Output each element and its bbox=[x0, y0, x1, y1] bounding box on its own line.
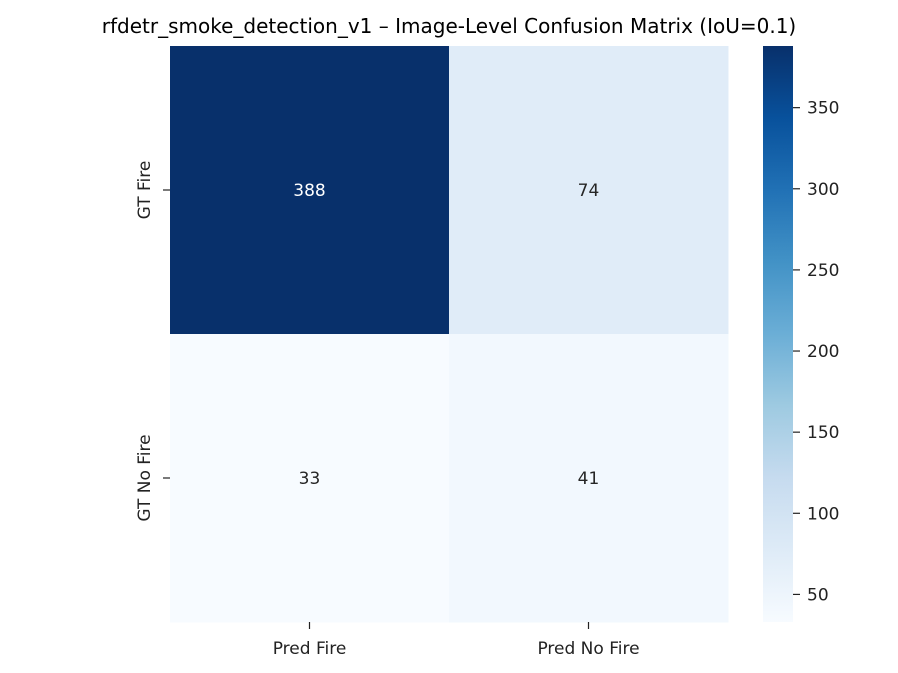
x-tick-label: Pred Fire bbox=[273, 639, 347, 659]
chart-title: rfdetr_smoke_detection_v1 – Image-Level … bbox=[102, 14, 796, 38]
heatmap-cell bbox=[170, 334, 450, 623]
x-axis: Pred Fire Pred No Fire bbox=[273, 622, 640, 659]
colorbar-tick-label: 300 bbox=[807, 180, 839, 200]
x-tick-label: Pred No Fire bbox=[537, 639, 639, 659]
colorbar-ticks: 50 100 150 200 250 300 350 bbox=[793, 99, 839, 605]
heatmap-cell bbox=[449, 334, 729, 623]
colorbar-tick-label: 50 bbox=[807, 585, 829, 605]
cell-value-label: 388 bbox=[293, 181, 325, 201]
colorbar-tick-label: 100 bbox=[807, 504, 839, 524]
y-tick-label: GT No Fire bbox=[135, 434, 155, 521]
colorbar-tick-label: 150 bbox=[807, 423, 839, 443]
y-tick-label: GT Fire bbox=[135, 161, 155, 220]
colorbar-gradient bbox=[763, 46, 793, 622]
colorbar: 50 100 150 200 250 300 350 bbox=[763, 46, 839, 622]
colorbar-tick-label: 250 bbox=[807, 261, 839, 281]
cell-value-label: 41 bbox=[578, 469, 600, 489]
y-axis: GT Fire GT No Fire bbox=[135, 161, 170, 522]
heatmap-cell bbox=[449, 46, 729, 335]
colorbar-tick-label: 350 bbox=[807, 99, 839, 119]
cell-value-label: 74 bbox=[578, 181, 600, 201]
colorbar-tick-label: 200 bbox=[807, 342, 839, 362]
heatmap-cell bbox=[170, 46, 450, 335]
heatmap-cells: 388 74 33 41 bbox=[170, 46, 729, 623]
cell-value-label: 33 bbox=[299, 469, 321, 489]
